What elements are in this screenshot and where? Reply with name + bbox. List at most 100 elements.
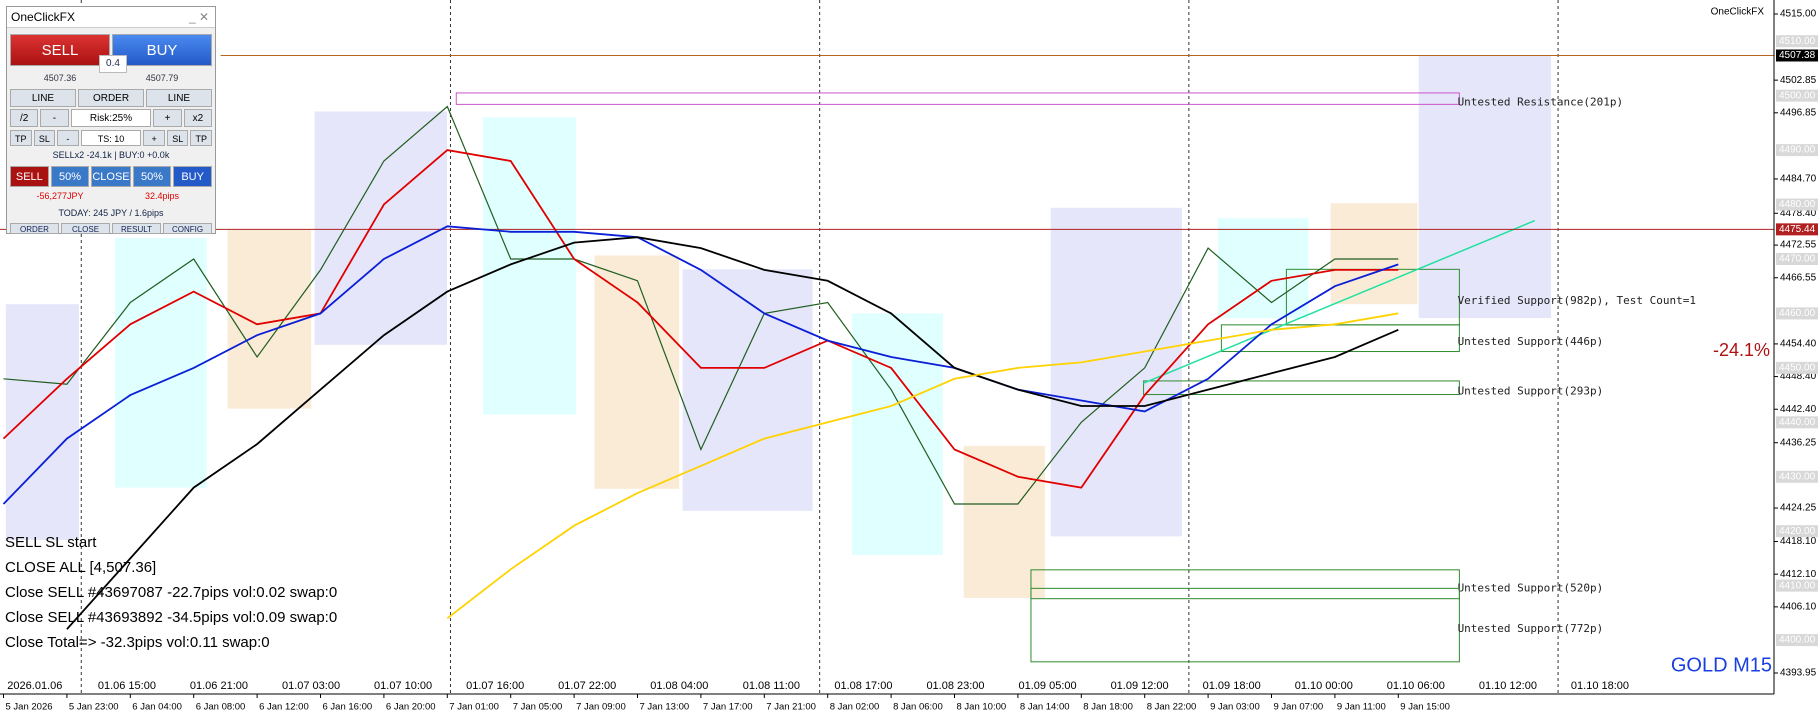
buy-price: 4507.79 [145,73,179,83]
panel-button[interactable]: x2 [183,109,212,127]
panel-button[interactable]: Risk:25% [70,109,152,127]
y-tick-label: 4484.70 [1780,174,1817,185]
x-tick-label: 7 Jan 13:00 [640,702,690,713]
level-box [1776,35,1818,48]
panel-button[interactable]: TP [10,130,32,146]
panel-button[interactable]: LINE [146,89,212,107]
level-box [1776,416,1818,429]
panel-button[interactable]: ORDER [78,89,144,107]
level-box-label: 4420.00 [1779,526,1816,537]
x-tick-label: 6 Jan 04:00 [132,702,182,713]
panel-button[interactable]: 50% [132,166,172,187]
panel-button[interactable]: TS: 10 [80,130,142,146]
buy-button[interactable]: BUY [112,34,212,66]
panel-button[interactable]: SL [33,130,56,146]
price-series [3,105,1399,505]
x-tick-label: 8 Jan 06:00 [893,702,943,713]
trendline [1143,219,1536,384]
profit-pips: 32.4pips [144,191,180,201]
y-tick-label: 4448.40 [1780,371,1817,382]
time-label: 01.10 06:00 [1387,680,1445,692]
session-box [963,445,1045,598]
panel-button[interactable]: SELL [10,166,49,187]
panel-button[interactable]: ORDER [10,223,59,234]
y-tick-label: 4393.95 [1780,668,1817,679]
panel-button[interactable]: /2 [10,109,39,127]
level-box [1776,307,1818,320]
x-tick-label: 8 Jan 10:00 [957,702,1007,713]
x-tick-label: 7 Jan 01:00 [449,702,499,713]
level-box [1776,470,1818,483]
panel-title: OneClickFX _ ✕ [7,7,215,28]
level-box [1776,89,1818,102]
x-tick-label: 7 Jan 05:00 [513,702,563,713]
time-label: 01.10 18:00 [1571,680,1629,692]
lot-input[interactable]: 0.4 [99,55,127,73]
log-message: CLOSE ALL [4,507.36] [5,559,156,576]
log-message: Close SELL #43697087 -22.7pips vol:0.02 … [5,584,337,601]
panel-button[interactable]: - [57,130,79,146]
level-box-label: 4480.00 [1779,199,1816,210]
y-tick-label: 4406.10 [1780,601,1817,612]
window-controls[interactable]: _ ✕ [188,10,209,24]
level-box-label: 4440.00 [1779,417,1816,428]
panel-button[interactable]: CLOSE [61,223,110,234]
level-box-label: 4470.00 [1779,254,1816,265]
zone [1220,324,1460,353]
panel-button[interactable]: 50% [50,166,90,187]
panel-button[interactable]: SL [166,130,189,146]
level-box [1776,198,1818,211]
session-box [5,304,79,540]
x-tick-label: 5 Jan 23:00 [69,702,119,713]
panel-button[interactable]: CONFIG [163,223,212,234]
time-label: 01.08 11:00 [743,680,800,692]
x-tick-label: 6 Jan 20:00 [386,702,436,713]
level-box [1776,144,1818,157]
session-box [594,255,680,489]
x-tick-label: 8 Jan 14:00 [1020,702,1070,713]
price-box-label: 4507.38 [1779,50,1816,61]
session-box [227,229,312,409]
panel-button[interactable]: LINE [10,89,76,107]
time-label: 01.07 10:00 [374,680,432,692]
zone [1030,587,1460,663]
time-label: 01.07 22:00 [558,680,616,692]
zone-label: Untested Support(446p) [1458,335,1604,348]
zone-label: Untested Support(772p) [1458,622,1604,635]
level-box-label: 4450.00 [1779,363,1816,374]
panel-button[interactable]: + [153,109,182,127]
session-box [482,117,576,415]
panel-button[interactable]: - [40,109,69,127]
time-label: 01.06 21:00 [190,680,248,692]
price-box [1776,49,1818,62]
panel-button[interactable]: RESULT [112,223,161,234]
y-tick-label: 4472.55 [1780,240,1817,251]
level-box-label: 4410.00 [1779,580,1816,591]
symbol: GOLD M15 [1671,654,1772,676]
price-series [2,149,1399,489]
y-tick-label: 4418.10 [1780,536,1817,547]
zone-label: Untested Resistance(201p) [1458,96,1624,109]
zone-label: Verified Support(982p), Test Count=1 [1458,294,1696,307]
panel-button[interactable]: + [143,130,165,146]
log-message: SELL SL start [5,534,97,551]
panel-title-text: OneClickFX [11,10,76,24]
panel-button[interactable]: BUY [173,166,212,187]
level-box [1776,525,1818,538]
time-label: 01.07 03:00 [282,680,340,692]
time-label: 01.09 05:00 [1019,680,1077,692]
x-tick-label: 6 Jan 08:00 [196,702,246,713]
brand: OneClickFX [1711,7,1765,18]
x-tick-label: 6 Jan 16:00 [323,702,373,713]
zone [1143,380,1460,396]
log-message: Close SELL #43693892 -34.5pips vol:0.09 … [5,609,337,626]
session-box [114,238,207,488]
x-tick-label: 7 Jan 17:00 [703,702,753,713]
time-label: 01.06 15:00 [98,680,156,692]
panel-button[interactable]: CLOSE [91,166,131,187]
panel-button[interactable]: TP [190,130,213,146]
sell-button[interactable]: SELL [10,34,110,66]
time-label: 2026.01.06 [7,680,62,692]
x-tick-label: 7 Jan 09:00 [576,702,626,713]
